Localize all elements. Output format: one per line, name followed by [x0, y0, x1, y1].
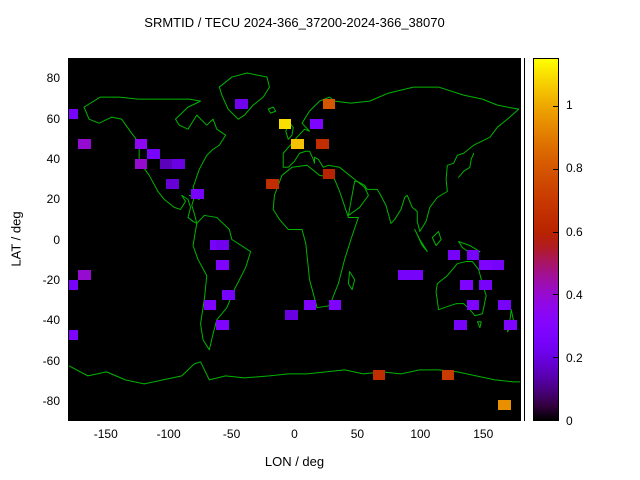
colorbar-tick-label: 0.4	[566, 287, 583, 302]
heatmap-cell	[410, 269, 423, 280]
y-tick-label: -60	[42, 353, 60, 368]
heatmap-cell	[479, 259, 492, 270]
y-tick-label: -20	[42, 272, 60, 287]
y-tick-label: 0	[53, 232, 60, 247]
heatmap-cell	[498, 399, 511, 410]
heatmap-cell	[303, 299, 317, 310]
colorbar-tick-labels: 0 0.2 0.4 0.6 0.8 1	[566, 58, 612, 428]
x-axis-label: LON / deg	[264, 454, 325, 469]
colorbar-tick-mark	[553, 357, 558, 359]
y-tick-label: 20	[46, 192, 60, 207]
coast-japan	[459, 153, 474, 177]
coast-madagascar	[348, 272, 354, 290]
heatmap-cell	[447, 249, 461, 260]
coast-greenland	[219, 73, 269, 119]
x-tick-label: 100	[410, 427, 431, 441]
y-tick-label: 40	[46, 151, 60, 166]
coast-eurasia	[283, 87, 519, 231]
heatmap-cell	[134, 159, 148, 170]
x-tick-label: -50	[222, 427, 241, 441]
heatmap-cell	[134, 139, 148, 150]
heatmap-cell	[466, 249, 480, 260]
y-tick-label: 60	[46, 111, 60, 126]
x-tick-label: 50	[350, 427, 365, 441]
x-tick-label: 150	[473, 427, 494, 441]
x-tick-label: -150	[93, 427, 118, 441]
heatmap-cell	[328, 299, 342, 310]
heatmap-cell	[78, 139, 91, 150]
colorbar-tick-label: 0	[566, 414, 573, 428]
y-axis-tick-labels: 80 60 40 20 0 -20 -40 -60 -80	[0, 58, 60, 421]
heatmap-cells-layer	[69, 59, 520, 420]
heatmap-cell	[454, 319, 467, 330]
heatmap-cell	[216, 319, 229, 330]
coast-borneo	[432, 231, 441, 245]
colorbar-tick-mark	[553, 168, 558, 170]
chart-title: SRMTID / TECU 2024-366_37200-2024-366_38…	[144, 15, 445, 30]
coast-sumatra	[415, 229, 428, 251]
heatmap-cell	[278, 119, 292, 130]
colorbar-tick-mark	[553, 231, 558, 233]
heatmap-cell	[441, 369, 455, 380]
heatmap-cell	[78, 269, 91, 280]
heatmap-cell	[479, 279, 492, 290]
heatmap-cell	[234, 99, 248, 110]
x-axis-tick-labels: -150 -100 -50 0 50 100 150	[68, 427, 521, 441]
colorbar-tick-label: 0.8	[566, 161, 583, 176]
heatmap-cell	[322, 99, 336, 110]
heatmap-cell	[203, 299, 217, 310]
colorbar-tick-mark	[553, 106, 558, 108]
colorbar	[533, 58, 559, 421]
heatmap-cell	[172, 159, 185, 170]
x-tick-label: 0	[291, 427, 298, 441]
heatmap-cell	[69, 329, 79, 340]
heatmap-cell	[69, 109, 79, 120]
heatmap-cell	[166, 179, 179, 190]
y-tick-label: -80	[42, 393, 60, 408]
heatmap-cell	[216, 239, 229, 250]
y-tick-label: 80	[46, 71, 60, 86]
heatmap-cell	[460, 279, 473, 290]
heatmap-cell	[310, 119, 323, 130]
heatmap-cell	[498, 299, 511, 310]
coast-iceland	[268, 107, 276, 113]
map-plot-area	[68, 58, 521, 421]
y-tick-label: -40	[42, 313, 60, 328]
heatmap-cell	[322, 169, 336, 180]
heatmap-cell	[285, 309, 298, 320]
x-tick-label: -100	[156, 427, 181, 441]
heatmap-cell	[69, 279, 79, 290]
colorbar-tick-label: 1	[566, 98, 573, 113]
coast-new-zealand	[507, 310, 513, 332]
heatmap-cell	[372, 369, 386, 380]
heatmap-cell	[191, 189, 204, 200]
heatmap-cell	[159, 159, 173, 170]
plot-right-frame-line	[524, 58, 525, 421]
heatmap-cell	[216, 259, 229, 270]
colorbar-tick-label: 0.6	[566, 224, 583, 239]
heatmap-cell	[491, 259, 505, 270]
coast-tasmania	[477, 322, 481, 328]
heatmap-cell	[397, 269, 411, 280]
colorbar-tick-mark	[553, 420, 558, 421]
heatmap-cell	[504, 319, 517, 330]
heatmap-cell	[316, 139, 329, 150]
colorbar-tick-mark	[553, 294, 558, 296]
heatmap-cell	[466, 299, 480, 310]
heatmap-cell	[291, 139, 304, 150]
heatmap-cell	[147, 149, 160, 160]
colorbar-tick-label: 0.2	[566, 350, 583, 365]
heatmap-cell	[266, 179, 279, 190]
heatmap-cell	[222, 289, 235, 300]
coast-australia	[436, 262, 486, 316]
coast-britain	[286, 123, 294, 139]
